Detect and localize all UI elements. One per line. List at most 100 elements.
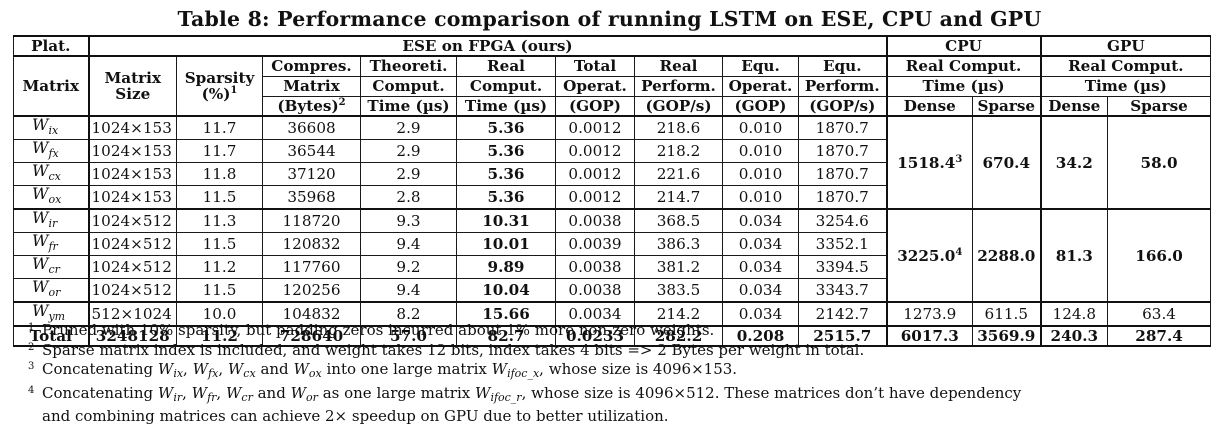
total-operations-cell: 0.0034 (555, 301, 635, 327)
compressed-bytes-cell: 104832 (262, 301, 361, 327)
header-row-4: (Bytes)2 Time (µs) Time (µs) (GOP) (GOP/… (14, 95, 1212, 117)
sparsity-cell: 11.3 (176, 208, 263, 233)
header-real-comput-2: Comput. (456, 75, 556, 97)
equivalent-operations-cell: 0.010 (722, 162, 799, 186)
total-equivalent-performance-cell: 2515.7 (797, 325, 888, 347)
header-theoreti-3: Time (µs) (360, 95, 457, 117)
real-time-cell: 10.31 (456, 208, 556, 233)
performance-table: Plat. ESE on FPGA (ours) CPU GPU Matrix … (13, 35, 1212, 347)
footnote-4-continued: and combining matrices can achieve 2× sp… (42, 407, 669, 425)
table-row: Wfx 1024×153 11.7 36544 2.9 5.36 0.0012 218.2 0.… (13, 139, 1211, 163)
theoretical-time-cell: 2.9 (360, 139, 457, 163)
sparsity-cell: 11.8 (176, 162, 263, 186)
real-performance-cell: 368.5 (634, 208, 723, 233)
compressed-bytes-cell: 36608 (262, 115, 361, 140)
compressed-bytes-cell: 35968 (262, 185, 361, 210)
real-performance-cell: 214.2 (634, 301, 723, 327)
matrix-name-cell: Wor (13, 278, 90, 303)
theoretical-time-cell: 9.4 (360, 232, 457, 256)
header-equ-perform-1: Equ. (797, 55, 888, 77)
matrix-size-cell: 1024×153 (88, 162, 177, 186)
header-total-operat-2: Operat. (555, 75, 635, 97)
total-real-time-cell: 82.7 (456, 325, 556, 347)
compressed-bytes-cell: 37120 (262, 162, 361, 186)
equivalent-performance-cell: 1870.7 (797, 139, 888, 163)
real-time-cell: 15.66 (456, 301, 556, 327)
real-performance-cell: 381.2 (634, 255, 723, 279)
theoretical-time-cell: 9.3 (360, 208, 457, 233)
equivalent-operations-cell: 0.010 (722, 185, 799, 210)
real-performance-cell: 218.2 (634, 139, 723, 163)
header-theoreti-2: Comput. (360, 75, 457, 97)
header-equ-operat-2: Operat. (722, 75, 799, 97)
matrix-name-cell: Wcx (13, 162, 90, 186)
matrix-size-cell: 1024×512 (88, 232, 177, 256)
real-time-cell: 5.36 (456, 185, 556, 210)
theoretical-time-cell: 9.2 (360, 255, 457, 279)
header-equ-operat-3: (GOP) (722, 95, 799, 117)
matrix-size-cell: 1024×153 (88, 115, 177, 140)
footnote-2: 2 Sparse matrix index is included, and we… (28, 340, 865, 359)
footnote-4: 4 Concatenating Wir, Wfr, Wcr and Wor as… (28, 383, 1022, 404)
equivalent-performance-cell: 3394.5 (797, 255, 888, 279)
gpu-dense-cell: 81.3 (1040, 208, 1109, 303)
real-performance-cell: 386.3 (634, 232, 723, 256)
header-plat: Plat. (13, 35, 90, 57)
header-real-perform-2: Perform. (634, 75, 723, 97)
matrix-name-cell: Wir (13, 208, 90, 233)
total-operations-cell: 0.0038 (555, 255, 635, 279)
cpu-dense-cell: 3225.04 (886, 208, 974, 303)
matrix-size-cell: 512×1024 (88, 301, 177, 327)
table-row: Wix 1024×153 11.7 36608 2.9 5.36 0.0012 218.6 0.… (13, 115, 1212, 210)
header-compres-2: Matrix (262, 75, 361, 97)
gpu-sparse-cell: 58.0 (1107, 115, 1212, 210)
compressed-bytes-cell: 120256 (262, 278, 361, 303)
cpu-sparse-cell: 670.4 (972, 115, 1042, 210)
header-real-comput-1: Real (456, 55, 556, 77)
header-equ-operat-1: Equ. (722, 55, 799, 77)
sparsity-cell: 11.5 (176, 278, 263, 303)
matrix-name-cell: Wym (13, 301, 90, 327)
header-equ-perform-3: (GOP/s) (797, 95, 888, 117)
total-sparsity-cell: 11.2 (176, 325, 263, 347)
table-row: Wym 512×1024 10.0 104832 8.2 15.66 0.0034 214.2… (13, 301, 1212, 327)
header-gpu-dense: Dense (1040, 95, 1109, 117)
total-row: Total 3248128 11.2 728640 57.0 82.7 0.0233 282.… (13, 325, 1212, 347)
total-size-cell: 3248128 (88, 325, 177, 347)
equivalent-performance-cell: 3343.7 (797, 278, 888, 303)
matrix-size-cell: 1024×153 (88, 185, 177, 210)
header-gpu-group: GPU (1040, 35, 1212, 57)
matrix-size-cell: 1024×512 (88, 278, 177, 303)
total-label-cell: Total (13, 325, 90, 347)
cpu-sparse-cell: 611.5 (972, 301, 1042, 327)
total-operations-cell: 0.0038 (555, 278, 635, 303)
sparsity-cell: 11.7 (176, 115, 263, 140)
equivalent-operations-cell: 0.034 (722, 232, 799, 256)
real-time-cell: 5.36 (456, 115, 556, 140)
total-real-performance-cell: 282.2 (634, 325, 723, 347)
equivalent-performance-cell: 3254.6 (797, 208, 888, 233)
footnote-1: 1 Pruned with 10% sparsity, but padding z… (28, 321, 715, 339)
header-row-3: Matrix Comput. Comput. Operat. Perform. … (14, 75, 1212, 97)
total-gpu-sparse-cell: 287.4 (1107, 325, 1212, 347)
compressed-bytes-cell: 118720 (262, 208, 361, 233)
equivalent-operations-cell: 0.010 (722, 139, 799, 163)
total-cpu-sparse-cell: 3569.9 (972, 325, 1042, 347)
real-performance-cell: 221.6 (634, 162, 723, 186)
header-cpu-sparse: Sparse (972, 95, 1042, 117)
header-cpu-time-2: Time (µs) (886, 75, 1042, 97)
real-performance-cell: 218.6 (634, 115, 723, 140)
sparsity-cell: 11.5 (176, 232, 263, 256)
gpu-sparse-cell: 63.4 (1107, 301, 1212, 327)
total-operations-cell: 0.0012 (555, 139, 635, 163)
cpu-dense-cell: 1518.43 (886, 115, 974, 210)
equivalent-operations-cell: 0.034 (722, 301, 799, 327)
sparsity-cell: 10.0 (176, 301, 263, 327)
matrix-name-cell: Wfx (13, 139, 90, 163)
header-gpu-time-2: Time (µs) (1040, 75, 1212, 97)
header-row-2: Matrix Matrix Size Sparsity (%)1 Compres. … (13, 55, 1212, 117)
theoretical-time-cell: 2.9 (360, 115, 457, 140)
header-cpu-dense: Dense (886, 95, 974, 117)
table-row: Wcx 1024×153 11.8 37120 2.9 5.36 0.0012 221.6 0.… (13, 162, 1211, 186)
equivalent-performance-cell: 3352.1 (797, 232, 888, 256)
